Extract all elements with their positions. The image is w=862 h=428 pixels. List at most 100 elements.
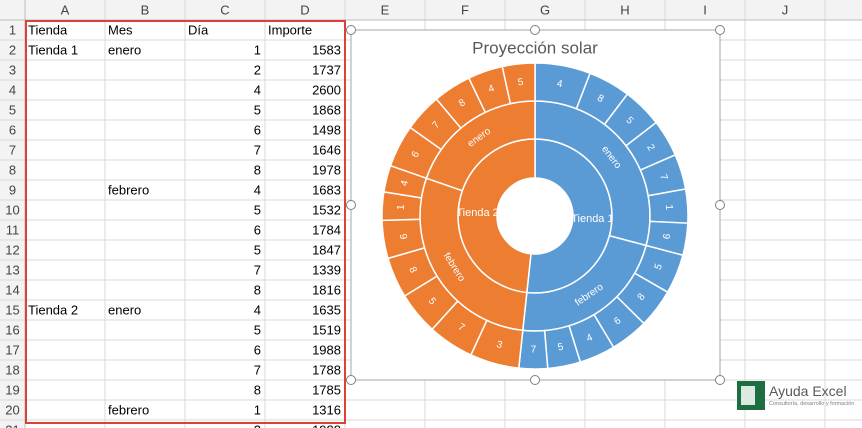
cell[interactable]: Día xyxy=(188,23,209,38)
cell[interactable]: 7 xyxy=(254,263,261,278)
cell[interactable]: Tienda 1 xyxy=(28,43,78,58)
row-header[interactable]: 3 xyxy=(9,63,16,78)
row-header[interactable]: 14 xyxy=(5,283,19,298)
leaf-segment[interactable] xyxy=(501,62,536,105)
cell[interactable]: 1816 xyxy=(312,283,341,298)
cell[interactable]: Importe xyxy=(268,23,312,38)
cell[interactable]: 1978 xyxy=(312,163,341,178)
resize-handle[interactable] xyxy=(530,375,540,385)
cell[interactable]: 5 xyxy=(254,323,261,338)
resize-handle[interactable] xyxy=(715,200,725,210)
cell[interactable]: 2 xyxy=(254,63,261,78)
resize-handle[interactable] xyxy=(346,200,356,210)
row-header[interactable]: 19 xyxy=(5,383,19,398)
cell[interactable]: 8 xyxy=(254,383,261,398)
cell[interactable]: 5 xyxy=(254,243,261,258)
cell[interactable]: Tienda 2 xyxy=(28,303,78,318)
segment-label: 2 xyxy=(644,143,657,154)
segment-label: 6 xyxy=(410,149,423,159)
cell[interactable]: 1498 xyxy=(312,123,341,138)
cell[interactable]: 6 xyxy=(254,223,261,238)
cell[interactable]: 1784 xyxy=(312,223,341,238)
column-header[interactable]: A xyxy=(61,3,70,18)
column-header[interactable]: G xyxy=(540,3,550,18)
cell[interactable]: 1868 xyxy=(312,103,341,118)
row-header[interactable]: 1 xyxy=(9,23,16,38)
cell[interactable]: 1988 xyxy=(312,343,341,358)
cell[interactable]: 1 xyxy=(254,43,261,58)
cell[interactable]: 1785 xyxy=(312,383,341,398)
cell[interactable]: enero xyxy=(108,43,141,58)
row-header[interactable]: 11 xyxy=(6,223,20,238)
cell[interactable]: 4 xyxy=(254,303,261,318)
row-header[interactable]: 20 xyxy=(5,403,19,418)
segment-label: 8 xyxy=(595,93,606,106)
segment-label: 8 xyxy=(457,97,468,109)
logo-name: Ayuda Excel xyxy=(769,383,847,399)
row-header[interactable]: 8 xyxy=(9,163,16,178)
column-header[interactable]: E xyxy=(381,3,390,18)
cell[interactable]: 1316 xyxy=(312,403,341,418)
cell[interactable]: 1635 xyxy=(312,303,341,318)
cell[interactable]: 1 xyxy=(254,403,261,418)
column-header[interactable]: H xyxy=(620,3,629,18)
cell[interactable]: 4 xyxy=(254,83,261,98)
cell[interactable]: 1583 xyxy=(312,43,341,58)
cell[interactable]: 7 xyxy=(254,363,261,378)
segment-label: 8 xyxy=(406,265,418,275)
cell[interactable]: 1532 xyxy=(312,203,341,218)
cell[interactable]: 1788 xyxy=(312,363,341,378)
resize-handle[interactable] xyxy=(346,25,356,35)
cell[interactable]: 5 xyxy=(254,103,261,118)
cell[interactable]: 4 xyxy=(254,183,261,198)
column-header[interactable]: I xyxy=(703,3,707,18)
cell[interactable]: 6 xyxy=(254,343,261,358)
row-header[interactable]: 10 xyxy=(5,203,19,218)
cell[interactable]: 1646 xyxy=(312,143,341,158)
row-header[interactable]: 6 xyxy=(9,123,16,138)
row-header[interactable]: 5 xyxy=(9,103,16,118)
row-header[interactable]: 12 xyxy=(5,243,19,258)
cell[interactable]: Mes xyxy=(108,23,133,38)
cell[interactable]: febrero xyxy=(108,403,149,418)
cell[interactable]: 1737 xyxy=(312,63,341,78)
cell[interactable]: 6 xyxy=(254,123,261,138)
column-header[interactable]: F xyxy=(461,3,469,18)
row-header[interactable]: 4 xyxy=(9,83,16,98)
segment-label: 1 xyxy=(663,204,674,211)
row-header[interactable]: 18 xyxy=(5,363,19,378)
cell[interactable]: 5 xyxy=(254,203,261,218)
resize-handle[interactable] xyxy=(715,375,725,385)
row-header[interactable]: 9 xyxy=(9,183,16,198)
resize-handle[interactable] xyxy=(530,25,540,35)
column-header[interactable]: C xyxy=(220,3,229,18)
cell[interactable]: 1847 xyxy=(312,243,341,258)
cell[interactable]: 7 xyxy=(254,143,261,158)
segment-label: 1 xyxy=(396,204,407,211)
column-header[interactable]: D xyxy=(300,3,309,18)
row-header[interactable]: 16 xyxy=(5,323,19,338)
cell[interactable]: enero xyxy=(108,303,141,318)
cell[interactable]: 2 xyxy=(254,423,261,428)
cell[interactable]: 8 xyxy=(254,163,261,178)
column-header[interactable]: B xyxy=(141,3,150,18)
segment-label: Tienda 2 xyxy=(456,207,498,219)
row-header[interactable]: 15 xyxy=(5,303,19,318)
row-header[interactable]: 21 xyxy=(5,423,19,428)
cell[interactable]: 2600 xyxy=(312,83,341,98)
cell[interactable]: 1988 xyxy=(312,423,341,428)
row-header[interactable]: 7 xyxy=(9,143,16,158)
cell[interactable]: febrero xyxy=(108,183,149,198)
row-header[interactable]: 17 xyxy=(5,343,19,358)
row-header[interactable]: 2 xyxy=(9,43,16,58)
resize-handle[interactable] xyxy=(715,25,725,35)
column-header[interactable]: J xyxy=(782,3,789,18)
cell[interactable]: 1519 xyxy=(312,323,341,338)
cell[interactable]: 1683 xyxy=(312,183,341,198)
row-header[interactable]: 13 xyxy=(5,263,19,278)
segment-label: 4 xyxy=(556,78,564,90)
cell[interactable]: Tienda xyxy=(28,23,68,38)
resize-handle[interactable] xyxy=(346,375,356,385)
cell[interactable]: 1339 xyxy=(312,263,341,278)
cell[interactable]: 8 xyxy=(254,283,261,298)
